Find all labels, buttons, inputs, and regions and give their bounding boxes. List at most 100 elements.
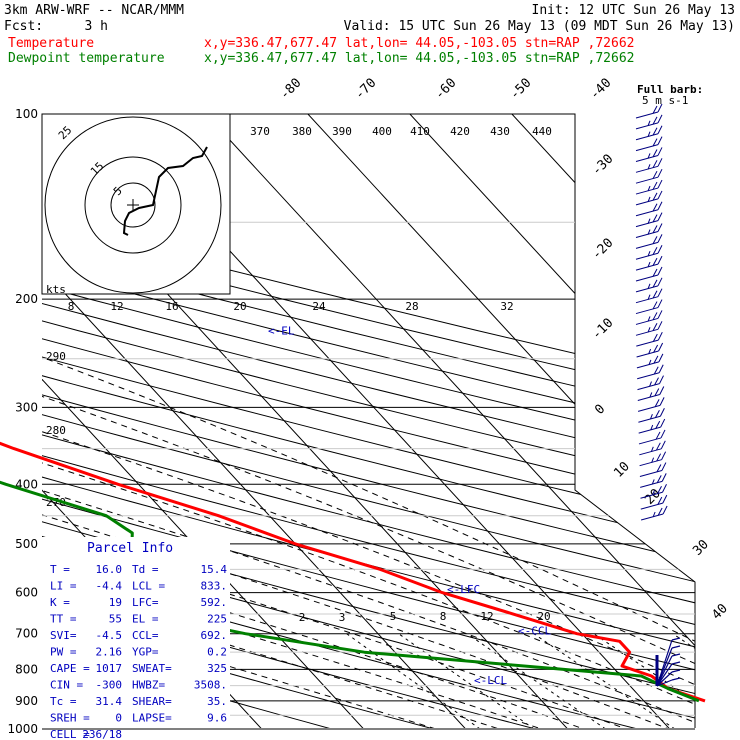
- isotherm-label: -20: [589, 236, 616, 263]
- mixing-ratio-label: 8: [440, 610, 447, 623]
- level-marker: <-EL: [268, 325, 295, 338]
- wind-barb: [635, 223, 663, 238]
- isotherm-line: [613, 114, 695, 728]
- mixing-ratio-label: 2: [299, 611, 306, 624]
- temp-legend-info: x,y=336.47,677.47 lat,lon= 44.05,-103.05…: [204, 36, 634, 51]
- dry-adiabat-line: [42, 114, 695, 728]
- wind-barb: [637, 397, 665, 412]
- theta-label: 420: [450, 125, 470, 138]
- mixing-ratio-top-label: 12: [110, 300, 123, 313]
- parcel-value2: 833.: [201, 580, 228, 593]
- parcel-key: T =: [50, 563, 70, 576]
- wind-barb: [635, 288, 663, 304]
- isotherm-line: [42, 114, 377, 728]
- isotherm-line: [307, 114, 695, 728]
- wind-barb: [637, 375, 664, 391]
- low-wind-barb: [656, 677, 681, 687]
- dry-adiabat-line: [42, 114, 695, 728]
- wind-barb: [635, 103, 663, 119]
- parcel-info-row: Tc = 31.4 SHEAR= 35.: [50, 695, 227, 708]
- dewpoint-curve: [0, 480, 700, 703]
- wind-barb: [635, 201, 663, 217]
- parcel-key2: LFC=: [132, 596, 159, 609]
- parcel-value: -300: [96, 679, 123, 692]
- theta-label: 440: [532, 125, 552, 138]
- sounding-curves: [0, 441, 706, 703]
- hodograph-ring-5: [110, 182, 156, 228]
- parcel-info-row: TT = 55 EL = 225: [50, 613, 227, 626]
- temp-legend-label: Temperature: [8, 36, 94, 51]
- valid-time: Valid: 15 UTC Sun 26 May 13 (09 MDT Sun …: [344, 19, 735, 34]
- parcel-key: PW =: [50, 646, 77, 659]
- parcel-key: SVI=: [50, 629, 77, 642]
- wind-barb: [635, 234, 663, 249]
- wind-barb: [636, 342, 664, 358]
- dry-adiabat-line: [42, 114, 695, 728]
- mixing-ratio-line: [593, 633, 695, 728]
- low-wind-barb: [656, 653, 681, 687]
- parcel-value: 31.4: [96, 695, 123, 708]
- isotherm-label: 10: [611, 459, 633, 481]
- parcel-value2: 3508.: [194, 679, 227, 692]
- parcel-key: CAPE =: [50, 662, 90, 675]
- parcel-value2: 225: [207, 613, 227, 626]
- wind-barb: [640, 505, 668, 521]
- model-title: 3km ARW-WRF -- NCAR/MMM: [4, 3, 184, 18]
- theta-label: 400: [372, 125, 392, 138]
- parcel-info-rows: T = 16.0 Td = 15.4 LI = -4.4 LCL = 833. K = 19 LFC…: [50, 563, 227, 740]
- dry-adiabat-line: [42, 114, 695, 728]
- parcel-key2: SWEAT=: [132, 662, 172, 675]
- pressure-label: 900: [15, 694, 38, 708]
- wind-barb: [639, 451, 667, 467]
- isotherm-line: [409, 114, 695, 728]
- isotherm-label: 30: [690, 537, 712, 559]
- diagram-labels: -80 -70 -60 -50 -40 -30 -20 -10 0 10 20 30 40 370 380 3…: [46, 76, 731, 688]
- parcel-value2: 0.2: [207, 646, 227, 659]
- theta-label: 430: [490, 125, 510, 138]
- pressure-label: 200: [15, 292, 38, 306]
- parcel-value2: 35.: [207, 695, 227, 708]
- isotherm-label: 0: [592, 402, 608, 418]
- parcel-key2: LCL =: [132, 580, 165, 593]
- parcel-info-row: CELL =236/18: [50, 728, 122, 740]
- temperature-curve: [0, 441, 706, 703]
- dry-adiabat-line: [42, 114, 695, 728]
- parcel-key: LI =: [50, 580, 77, 593]
- low-wind-barb: [656, 669, 681, 687]
- parcel-value: 1017: [96, 662, 123, 675]
- mixing-ratio-top-label: 28: [405, 300, 418, 313]
- moist-adiabat-line: [42, 324, 695, 728]
- parcel-key: SREH =: [50, 712, 90, 725]
- isotherm-label: 40: [709, 601, 731, 623]
- low-wind-barb: [656, 661, 681, 687]
- parcel-key2: CCL=: [132, 629, 159, 642]
- parcel-key2: Td =: [132, 563, 159, 576]
- wind-barb: [635, 168, 663, 184]
- dry-adiabat-line: [42, 114, 695, 728]
- wind-barb: [635, 321, 663, 336]
- parcel-key2: YGP=: [132, 646, 159, 659]
- dry-adiabat-line: [42, 114, 695, 728]
- parcel-key2: EL =: [132, 613, 159, 626]
- parcel-key: K =: [50, 596, 70, 609]
- parcel-info-row: LI = -4.4 LCL = 833.: [50, 580, 227, 593]
- wind-barb: [635, 277, 663, 293]
- wind-barb: [635, 245, 663, 260]
- moist-adiabat-line: [42, 298, 695, 728]
- mixing-ratio-label: 20: [537, 610, 550, 623]
- isotherm-label: -70: [352, 76, 379, 103]
- hodograph-trace: [122, 146, 208, 236]
- wind-barb: [635, 179, 663, 195]
- theta-label: 390: [332, 125, 352, 138]
- wind-barb: [635, 125, 663, 141]
- moist-adiabat-line: [42, 406, 621, 728]
- wind-barb: [638, 418, 666, 434]
- parcel-info-box: [42, 537, 230, 728]
- theta-label: 410: [410, 125, 430, 138]
- init-time: Init: 12 UTC Sun 26 May 13: [532, 3, 736, 18]
- parcel-info-row: CIN = -300 HWBZ= 3508.: [50, 679, 227, 692]
- wind-barb: [635, 255, 663, 271]
- parcel-value: 19: [109, 596, 122, 609]
